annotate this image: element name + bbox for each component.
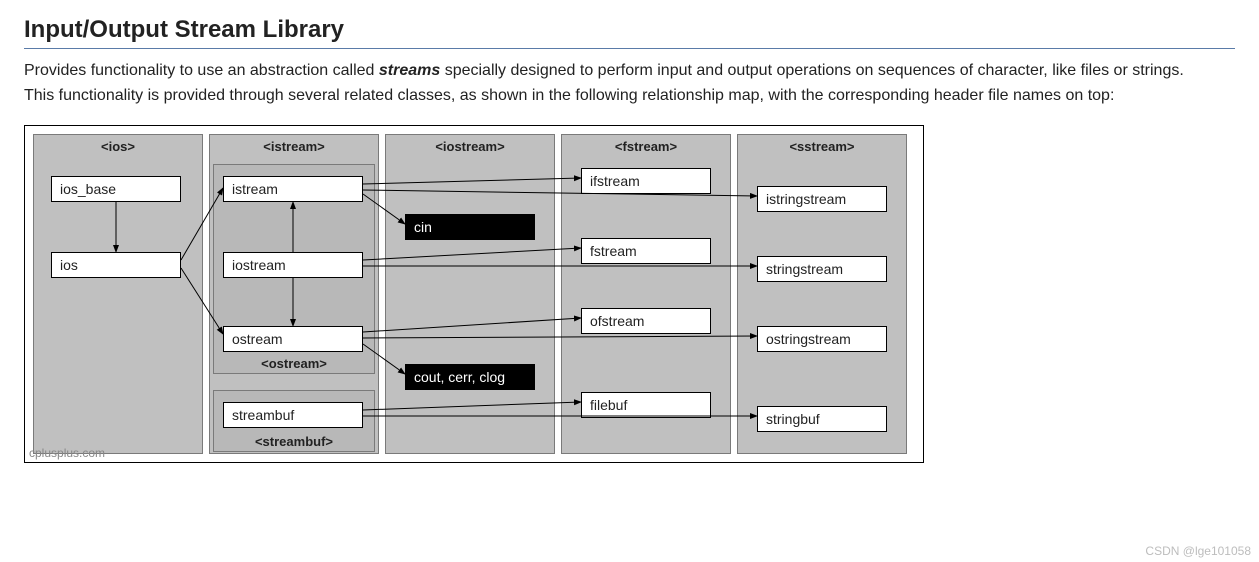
column-header-ios: <ios> <box>34 139 202 154</box>
node-ios[interactable]: ios <box>51 252 181 278</box>
column-header-sstream: <sstream> <box>738 139 906 154</box>
node-stringbuf[interactable]: stringbuf <box>757 406 887 432</box>
node-istringstream[interactable]: istringstream <box>757 186 887 212</box>
intro-part2: specially designed to perform input and … <box>440 62 1184 79</box>
intro-part1: Provides functionality to use an abstrac… <box>24 62 379 79</box>
node-ofstream[interactable]: ofstream <box>581 308 711 334</box>
watermark-csdn: CSDN @lge101058 <box>1145 544 1251 558</box>
intro-em: streams <box>379 62 440 79</box>
node-fstream_n[interactable]: fstream <box>581 238 711 264</box>
node-ios_base[interactable]: ios_base <box>51 176 181 202</box>
node-iostream_n[interactable]: iostream <box>223 252 363 278</box>
node-ostream[interactable]: ostream <box>223 326 363 352</box>
column-iostream: <iostream> <box>385 134 555 454</box>
node-ifstream[interactable]: ifstream <box>581 168 711 194</box>
subcolumn-header-istream_inner: <ostream> <box>214 356 374 371</box>
node-istream[interactable]: istream <box>223 176 363 202</box>
node-cin[interactable]: cin <box>405 214 535 240</box>
column-header-istream: <istream> <box>210 139 378 154</box>
node-ostringstream[interactable]: ostringstream <box>757 326 887 352</box>
node-cout[interactable]: cout, cerr, clog <box>405 364 535 390</box>
node-stringstream[interactable]: stringstream <box>757 256 887 282</box>
node-filebuf[interactable]: filebuf <box>581 392 711 418</box>
intro-line2: This functionality is provided through s… <box>24 87 1114 104</box>
column-header-fstream: <fstream> <box>562 139 730 154</box>
intro-text: Provides functionality to use an abstrac… <box>24 59 1235 109</box>
watermark-cplusplus: cplusplus.com <box>29 446 105 460</box>
column-header-iostream: <iostream> <box>386 139 554 154</box>
page-title: Input/Output Stream Library <box>24 16 1235 49</box>
node-streambuf[interactable]: streambuf <box>223 402 363 428</box>
diagram: <ios> <istream> <iostream> <fstream> <sstrea… <box>33 134 913 454</box>
subcolumn-header-streambuf_box: <streambuf> <box>214 434 374 449</box>
diagram-container: <ios> <istream> <iostream> <fstream> <sstrea… <box>24 125 924 463</box>
